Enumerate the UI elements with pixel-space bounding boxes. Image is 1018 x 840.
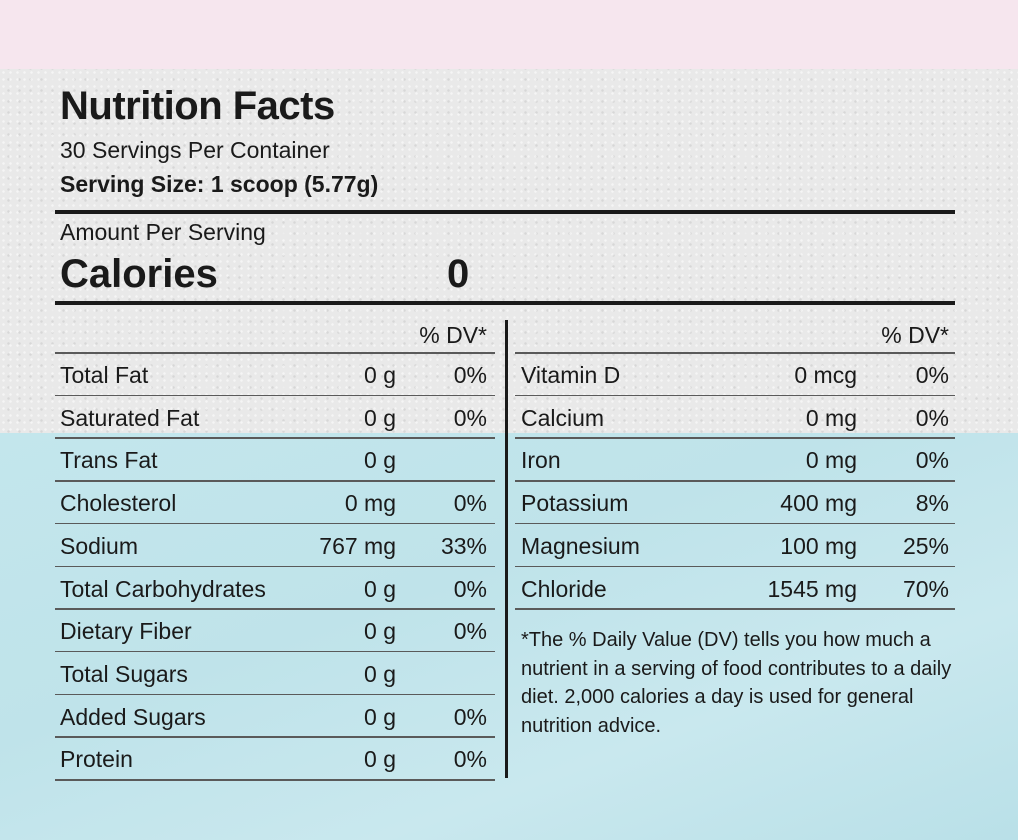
nutrient-name: Total Carbohydrates [60, 575, 266, 602]
row-divider [515, 394, 955, 397]
nutrient-amount: 0 mcg [794, 362, 857, 388]
nutrient-amount: 0 g [364, 660, 396, 687]
row-divider [515, 480, 955, 482]
row-divider [55, 693, 495, 696]
servings-per-container: 30 Servings Per Container [60, 137, 330, 163]
nutrient-amount: 0 g [364, 575, 396, 602]
nutrient-amount: 400 mg [780, 490, 857, 517]
nutrient-daily-value: 0% [453, 404, 487, 431]
nutrient-name: Cholesterol [60, 490, 177, 517]
row-divider [55, 565, 495, 567]
thick-rule-top [55, 210, 955, 214]
nutrient-daily-value: 33% [440, 532, 487, 559]
nutrient-amount: 0 g [364, 447, 396, 474]
serving-size: Serving Size: 1 scoop (5.77g) [60, 171, 379, 197]
row-divider [515, 352, 955, 354]
nutrition-title: Nutrition Facts [60, 84, 335, 128]
nutrient-name: Trans Fat [60, 447, 158, 474]
row-divider [55, 736, 495, 738]
nutrient-daily-value: 0% [453, 362, 487, 388]
amount-per-serving: Amount Per Serving [60, 219, 266, 245]
top-pink-band [0, 0, 1018, 69]
nutrient-name: Chloride [521, 575, 607, 602]
table-bottom-divider [515, 608, 955, 610]
column-divider [505, 320, 508, 778]
daily-value-footnote: *The % Daily Value (DV) tells you how mu… [521, 629, 952, 737]
row-divider [515, 437, 955, 439]
nutrient-name: Saturated Fat [60, 404, 200, 431]
nutrient-name: Potassium [521, 490, 629, 517]
row-divider [55, 650, 495, 653]
nutrient-name: Vitamin D [521, 362, 621, 388]
table-bottom-divider [55, 779, 495, 781]
row-divider [55, 608, 495, 610]
nutrient-name: Dietary Fiber [60, 618, 192, 645]
row-divider [55, 394, 495, 397]
nutrient-daily-value: 0% [453, 703, 487, 730]
calories-value: 0 [447, 252, 470, 296]
nutrient-amount: 0 mg [805, 447, 857, 474]
nutrient-amount: 0 g [364, 703, 396, 730]
row-divider [55, 522, 495, 525]
nutrient-daily-value: 25% [902, 532, 949, 559]
nutrient-daily-value: 0% [453, 618, 487, 645]
nutrient-daily-value: 0% [453, 575, 487, 602]
nutrient-amount: 0 mg [805, 404, 857, 431]
nutrient-daily-value: 0% [453, 746, 487, 773]
nutrient-daily-value: 8% [915, 490, 949, 517]
row-divider [55, 480, 495, 482]
row-divider [55, 352, 495, 354]
nutrient-name: Sodium [60, 532, 138, 559]
calories-label: Calories [60, 252, 218, 296]
nutrient-amount: 0 g [364, 404, 396, 431]
nutrient-daily-value: 0% [915, 447, 949, 474]
nutrient-daily-value: 70% [902, 575, 949, 602]
row-divider [515, 565, 955, 567]
nutrient-name: Iron [521, 447, 561, 474]
nutrient-amount: 0 g [364, 618, 396, 645]
nutrient-amount: 0 mg [344, 490, 396, 517]
nutrient-daily-value: 0% [453, 490, 487, 517]
nutrient-amount: 100 mg [780, 532, 857, 559]
nutrient-name: Added Sugars [60, 703, 206, 730]
nutrient-name: Total Sugars [60, 660, 188, 687]
left-dv-header: % DV* [419, 322, 487, 348]
nutrient-daily-value: 0% [915, 404, 949, 431]
nutrient-amount: 0 g [364, 362, 396, 388]
nutrient-name: Calcium [521, 404, 605, 431]
nutrient-amount: 1545 mg [767, 575, 857, 602]
nutrient-name: Total Fat [60, 362, 149, 388]
nutrient-daily-value: 0% [915, 362, 949, 388]
thick-rule-calories [55, 301, 955, 305]
nutrient-amount: 767 mg [319, 532, 396, 559]
row-divider [55, 437, 495, 439]
row-divider [515, 522, 955, 525]
nutrient-amount: 0 g [364, 746, 396, 773]
blue-watercolor-background [0, 433, 1018, 840]
nutrient-name: Magnesium [521, 532, 640, 559]
right-dv-header: % DV* [881, 322, 949, 348]
nutrient-name: Protein [60, 746, 133, 773]
gray-textured-background [0, 69, 1018, 433]
